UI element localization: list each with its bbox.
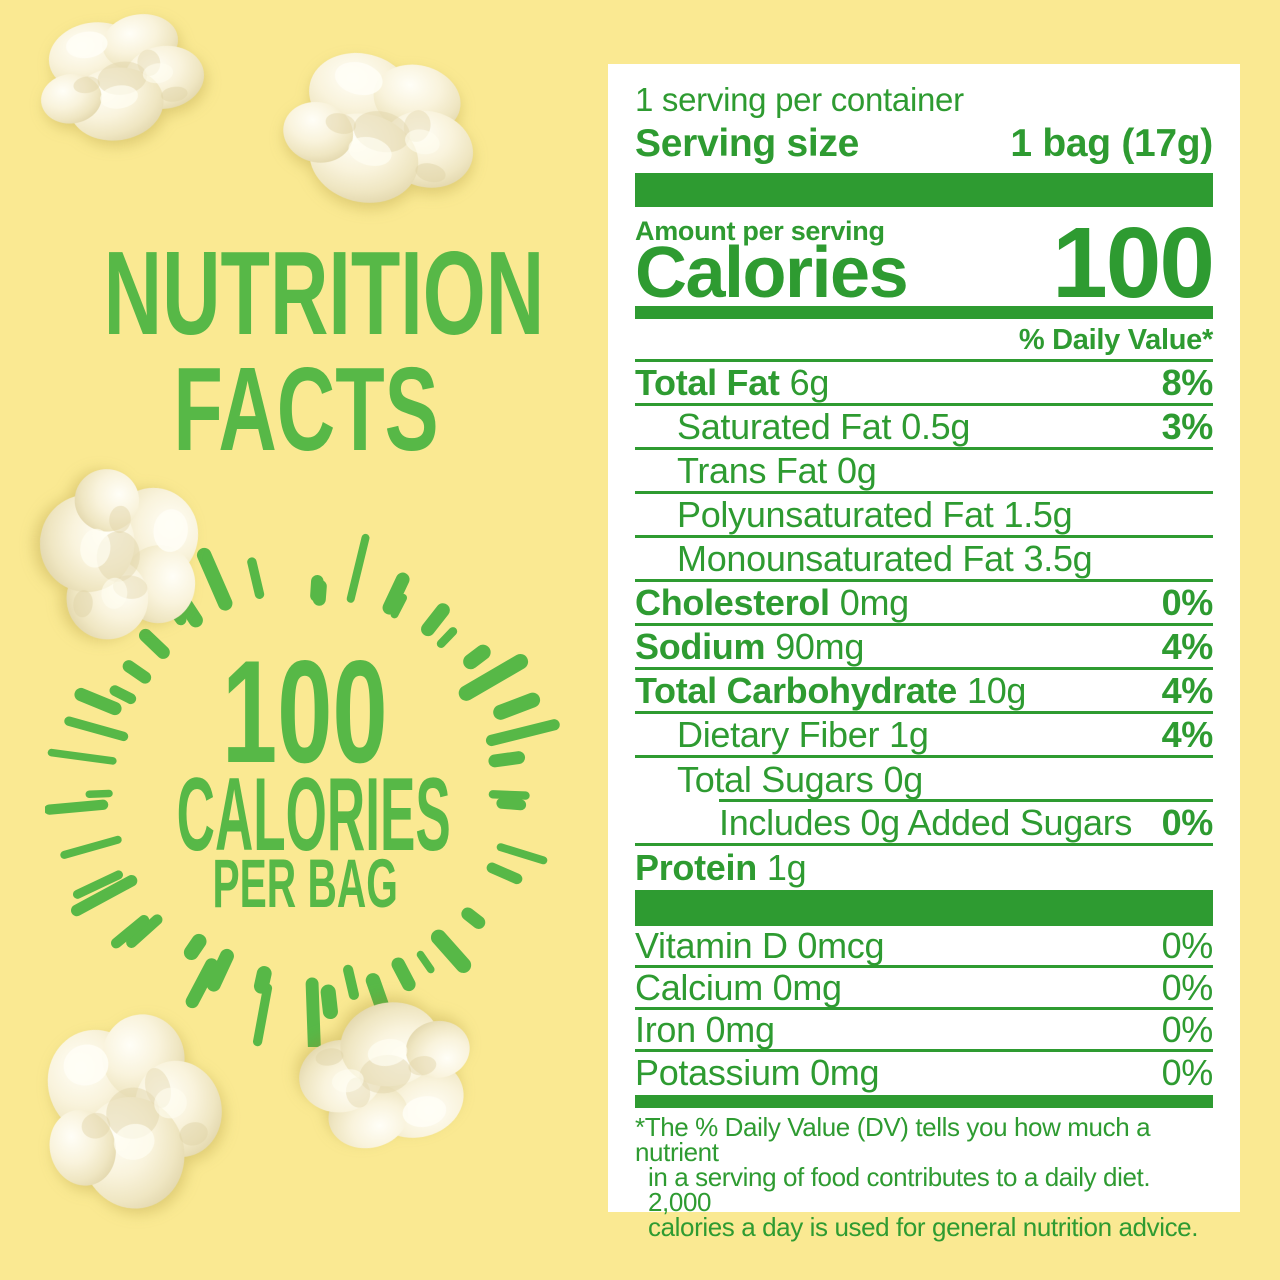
divider-bar-medium [635,1095,1213,1108]
calories-block: Amount per serving Calories 100 [635,207,1215,319]
nutrient-row: Vitamin D 0mcg 0% [635,925,1213,968]
footnote-line: calories a day is used for general nutri… [648,1212,1199,1242]
nutrient-row: Total Fat 6g 8% [635,362,1213,406]
nutrient-row: Total Carbohydrate 10g 4% [635,670,1213,714]
nutrient-rows: Total Fat 6g 8% Saturated Fat 0.5g 3% Tr… [635,362,1213,890]
divider-bar-thick [635,173,1213,207]
headline-line-1: NUTRITION [103,227,545,360]
serving-size-value: 1 bag (17g) [1010,122,1213,165]
nutrient-row: Monounsaturated Fat 3.5g [635,538,1213,582]
nutrition-facts-headline: NUTRITION FACTS [0,227,612,476]
burst-calorie-count: 100 [222,630,388,793]
nutrient-row: Dietary Fiber 1g 4% [635,714,1213,758]
vitamin-rows: Vitamin D 0mcg 0% Calcium 0mg 0% Iron 0m… [635,925,1213,1094]
nutrient-row: Sodium 90mg 4% [635,626,1213,670]
nutrient-row: Saturated Fat 0.5g 3% [635,406,1213,450]
nutrient-row: Iron 0mg 0% [635,1009,1213,1052]
calories-value: 100 [1052,207,1215,319]
footnote-line: in a serving of food contributes to a da… [648,1162,1151,1217]
daily-value-header: % Daily Value* [635,325,1213,362]
nutrient-row: Calcium 0mg 0% [635,967,1213,1010]
popcorn-image [30,462,207,649]
nutrition-facts-panel: 1 serving per container Serving size 1 b… [608,64,1240,1240]
nutrient-row: Cholesterol 0mg 0% [635,582,1213,626]
calorie-burst-badge: 100 CALORIES PER BAG [45,527,565,1047]
serving-size-label: Serving size [635,122,860,165]
servings-per-container: 1 serving per container [635,81,964,118]
nutrient-row: Total Sugars 0g [635,758,1213,802]
burst-per-bag-word: PER BAG [212,845,398,922]
headline-line-2: FACTS [173,343,439,476]
divider-bar-medium [635,306,1213,319]
nutrient-row: Protein 1g [635,847,807,888]
nutrient-row: Trans Fat 0g [635,450,1213,494]
serving-size-row: Serving size 1 bag (17g) [635,123,1213,165]
nutrient-row: Polyunsaturated Fat 1.5g [635,494,1213,538]
calories-label: Calories [635,232,909,313]
footnote-line: *The % Daily Value (DV) tells you how mu… [635,1112,1151,1167]
burst-calories-word: CALORIES [176,757,451,873]
divider-bar-thick [635,890,1213,926]
popcorn-image [288,989,485,1159]
amount-per-serving-label: Amount per serving [635,216,885,246]
popcorn-image [30,6,212,151]
daily-value-footnote: *The % Daily Value (DV) tells you how mu… [635,1112,1213,1242]
nutrient-row: Potassium 0mg 0% [635,1052,1213,1093]
nutrient-row: Includes 0g Added Sugars 0% [635,802,1213,846]
